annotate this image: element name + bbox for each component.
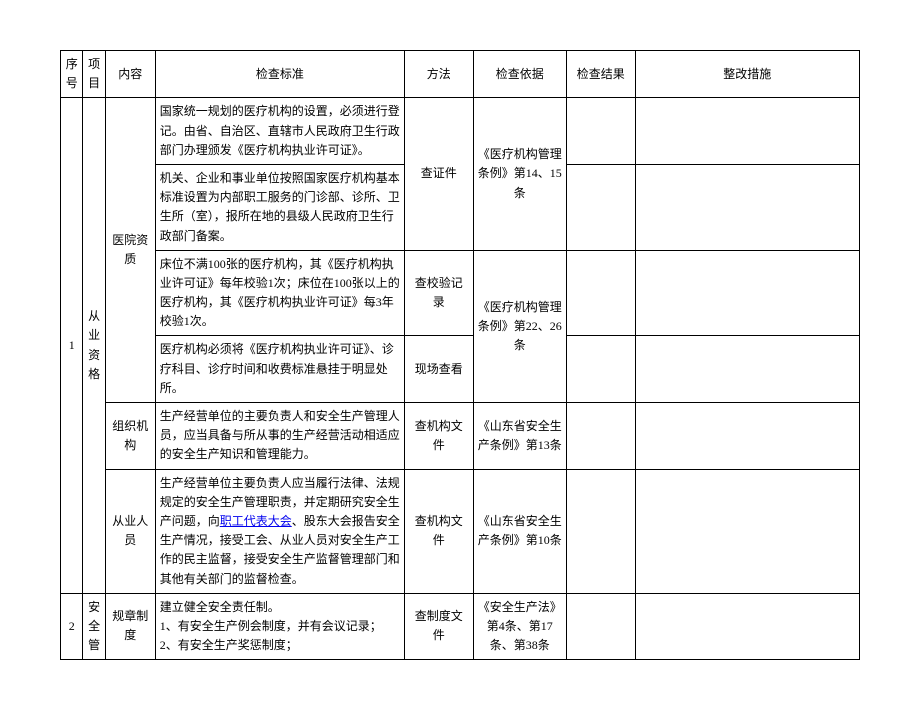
basis-1-5: 《山东省安全生产条例》第13条 xyxy=(473,403,566,470)
cont-rules: 规章制度 xyxy=(105,593,155,660)
inspection-table: 序号 项目 内容 检查标准 方法 检查依据 检查结果 整改措施 1 从业资格 医… xyxy=(60,50,860,660)
basis-1-1: 《医疗机构管理条例》第14、15条 xyxy=(473,98,566,250)
rect-1-5 xyxy=(635,403,859,470)
h-basis: 检查依据 xyxy=(473,51,566,98)
table-row: 从业人员 生产经营单位主要负责人应当履行法律、法规规定的安全生产管理职责，并定期… xyxy=(61,469,860,593)
res-1-1 xyxy=(567,98,636,165)
std-1-5: 生产经营单位的主要负责人和安全生产管理人员，应当具备与所从事的生产经营活动相适应… xyxy=(155,403,404,470)
std2a: 建立健全安全责任制。 xyxy=(160,600,280,614)
staff-rep-link[interactable]: 职工代表大会 xyxy=(220,514,292,528)
rect-1-2 xyxy=(635,164,859,250)
std-1-2: 机关、企业和事业单位按照国家医疗机构基本标准设置为内部职工服务的门诊部、诊所、卫… xyxy=(155,164,404,250)
h-cont: 内容 xyxy=(105,51,155,98)
cont-org: 组织机构 xyxy=(105,403,155,470)
seq-1: 1 xyxy=(61,98,83,593)
rect-1-4 xyxy=(635,336,859,403)
res-2-1 xyxy=(567,593,636,660)
std-1-6: 生产经营单位主要负责人应当履行法律、法规规定的安全生产管理职责，并定期研究安全生… xyxy=(155,469,404,593)
std-1-3: 床位不满100张的医疗机构，其《医疗机构执业许可证》每年校验1次；床位在100张… xyxy=(155,250,404,336)
table-row: 2 安全管 规章制度 建立健全安全责任制。 1、有安全生产例会制度，并有会议记录；… xyxy=(61,593,860,660)
std2b: 1、有安全生产例会制度，并有会议记录； xyxy=(160,619,382,633)
h-res: 检查结果 xyxy=(567,51,636,98)
meth-2-1: 查制度文件 xyxy=(405,593,474,660)
cont-hospital: 医院资质 xyxy=(105,98,155,403)
std-1-1: 国家统一规划的医疗机构的设置，必须进行登记。由省、自治区、直辖市人民政府卫生行政… xyxy=(155,98,404,165)
proj-1: 从业资格 xyxy=(83,98,105,593)
table-row: 医疗机构必须将《医疗机构执业许可证》、诊疗科目、诊疗时间和收费标准悬挂于明显处所… xyxy=(61,336,860,403)
res-1-2 xyxy=(567,164,636,250)
std2c: 2、有安全生产奖惩制度； xyxy=(160,638,298,652)
basis-1-3: 《医疗机构管理条例》第22、26条 xyxy=(473,250,566,402)
basis-2-1: 《安全生产法》第4条、第17条、第38条 xyxy=(473,593,566,660)
table-row: 1 从业资格 医院资质 国家统一规划的医疗机构的设置，必须进行登记。由省、自治区… xyxy=(61,98,860,165)
res-1-5 xyxy=(567,403,636,470)
meth-1-1: 查证件 xyxy=(405,98,474,250)
h-std: 检查标准 xyxy=(155,51,404,98)
meth-1-4: 现场查看 xyxy=(405,336,474,403)
table-row: 床位不满100张的医疗机构，其《医疗机构执业许可证》每年校验1次；床位在100张… xyxy=(61,250,860,336)
h-meth: 方法 xyxy=(405,51,474,98)
rect-1-3 xyxy=(635,250,859,336)
rect-1-6 xyxy=(635,469,859,593)
meth-1-5: 查机构文件 xyxy=(405,403,474,470)
seq-2: 2 xyxy=(61,593,83,660)
std-1-4: 医疗机构必须将《医疗机构执业许可证》、诊疗科目、诊疗时间和收费标准悬挂于明显处所… xyxy=(155,336,404,403)
h-seq: 序号 xyxy=(61,51,83,98)
res-1-3 xyxy=(567,250,636,336)
rect-2-1 xyxy=(635,593,859,660)
std-2-1: 建立健全安全责任制。 1、有安全生产例会制度，并有会议记录； 2、有安全生产奖惩制度… xyxy=(155,593,404,660)
rect-1-1 xyxy=(635,98,859,165)
h-proj: 项目 xyxy=(83,51,105,98)
header-row: 序号 项目 内容 检查标准 方法 检查依据 检查结果 整改措施 xyxy=(61,51,860,98)
cont-staff: 从业人员 xyxy=(105,469,155,593)
proj-2: 安全管 xyxy=(83,593,105,660)
res-1-4 xyxy=(567,336,636,403)
table-row: 组织机构 生产经营单位的主要负责人和安全生产管理人员，应当具备与所从事的生产经营… xyxy=(61,403,860,470)
h-rect: 整改措施 xyxy=(635,51,859,98)
res-1-6 xyxy=(567,469,636,593)
basis-1-6: 《山东省安全生产条例》第10条 xyxy=(473,469,566,593)
meth-1-6: 查机构文件 xyxy=(405,469,474,593)
meth-1-3: 查校验记录 xyxy=(405,250,474,336)
